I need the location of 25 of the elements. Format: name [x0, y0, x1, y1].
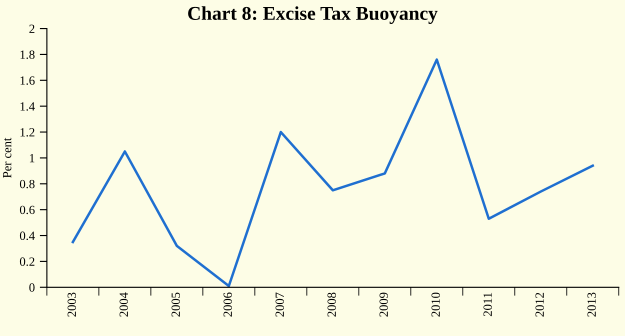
line-series — [72, 58, 594, 288]
y-tick-label: 0.4 — [20, 232, 35, 240]
x-tick-label: 2004 — [120, 292, 128, 317]
y-tick-label: 0.6 — [20, 206, 35, 214]
x-tick-label: 2005 — [172, 292, 180, 317]
y-tick-label: 2 — [29, 24, 34, 33]
x-tick-label: 2003 — [68, 292, 76, 317]
x-tick-label: 2006 — [224, 292, 232, 317]
x-tick-label: 2010 — [431, 292, 440, 317]
x-tick-label: 2013 — [587, 292, 596, 317]
y-tick-label: 0 — [29, 283, 35, 292]
y-tick-label: 1 — [30, 154, 34, 162]
x-tick-label: 2011 — [483, 292, 492, 316]
chart-title: Chart 8: Excise Tax Buoyancy — [188, 6, 438, 24]
x-tick-label: 2012 — [535, 292, 544, 317]
x-tick-label: 2008 — [328, 292, 336, 317]
y-tick-label: 1.4 — [20, 102, 35, 111]
y-tick-label: 1.8 — [20, 50, 35, 59]
x-tick-label: 2009 — [379, 292, 388, 317]
y-tick-label: 0.8 — [20, 180, 35, 188]
y-tick-label: 0.2 — [20, 257, 34, 266]
x-tick-label: 2007 — [276, 292, 284, 317]
y-tick-label: 1.2 — [20, 128, 34, 137]
y-axis-title: Per cent — [3, 138, 12, 178]
y-tick-label: 1.6 — [20, 76, 35, 85]
